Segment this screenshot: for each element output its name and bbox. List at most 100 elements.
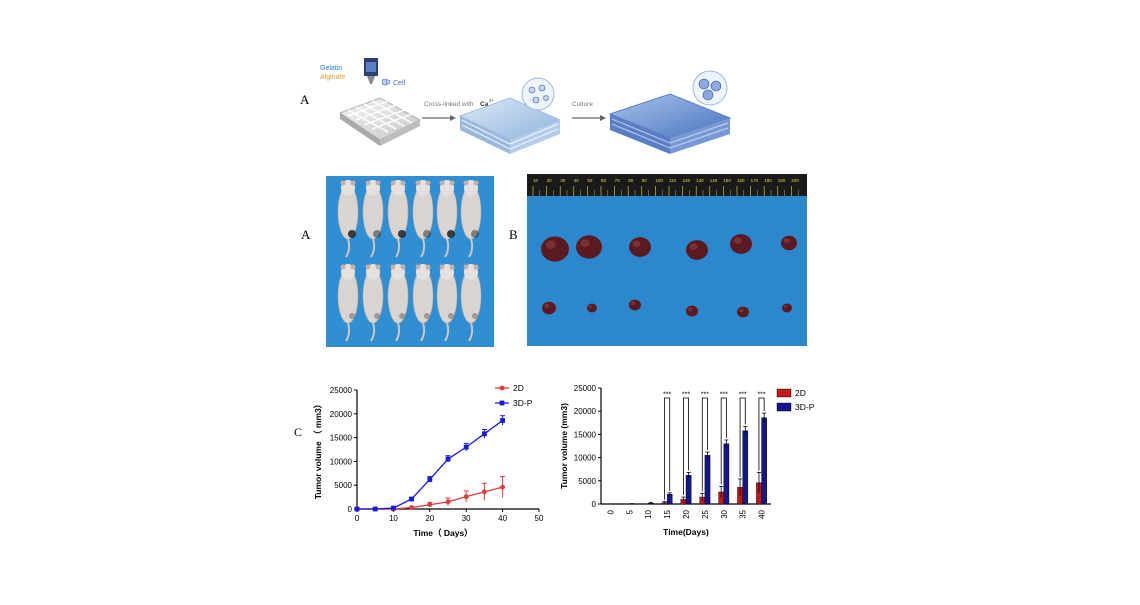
data-point (427, 502, 433, 508)
bar-3D-P (723, 443, 730, 505)
y-tick-label: 0 (592, 500, 597, 509)
mouse-icon (362, 264, 384, 342)
arrow-right-icon (422, 115, 456, 121)
legend-swatch (776, 388, 792, 398)
x-tick-label: 10 (644, 509, 653, 518)
y-axis-label: Tumor volume (mm3) (559, 403, 569, 489)
x-tick-label: 0 (355, 514, 360, 523)
tumor-icon (587, 303, 597, 313)
cell-cluster-zoom-circle-icon (692, 70, 728, 106)
ruler-tick-label: 110 (669, 178, 677, 183)
significance-label: *** (663, 392, 671, 399)
crosslink-label: Cross-linked with (424, 101, 474, 108)
data-point (409, 496, 414, 502)
crosslinked-scaffold (458, 97, 562, 154)
data-point (372, 506, 378, 512)
data-point (463, 444, 469, 450)
mouse-icon (337, 264, 359, 342)
significance-bracket (664, 397, 671, 500)
legend-swatch (776, 402, 792, 412)
tumor-icon (781, 235, 797, 251)
x-tick-label: 20 (425, 514, 434, 523)
mouse-icon (460, 180, 482, 258)
cell-icon (381, 78, 391, 86)
data-point (463, 494, 469, 500)
tumor-photo: 10 20 30 40 50 60 70 80 90 100 110 120 130 140 150 160 1… (527, 174, 807, 346)
tumor-icon (541, 236, 569, 262)
gelatin-label: Gelatin (320, 65, 342, 72)
legend-label: 2D (795, 388, 806, 398)
significance-bracket (720, 397, 727, 485)
significance-label: *** (701, 392, 709, 399)
x-tick-label: 30 (462, 514, 471, 523)
significance-label: *** (720, 392, 728, 399)
mouse-icon (436, 264, 458, 342)
ruler-tick-label: 40 (574, 178, 580, 183)
ruler-tick-label: 20 (547, 178, 553, 183)
ruler-tick-label: 30 (560, 178, 566, 183)
legend-label: 3D-P (795, 402, 815, 412)
x-axis-label: Time（ Days） (413, 528, 472, 538)
mice-photo (326, 176, 494, 347)
ca-label: Ca (480, 101, 489, 108)
mouse-icon (412, 180, 434, 258)
data-point (391, 505, 396, 511)
x-tick-label: 25 (701, 509, 710, 518)
y-tick-label: 10000 (330, 457, 353, 466)
data-point (500, 418, 505, 423)
mice-illustration (337, 180, 482, 342)
data-point (500, 484, 505, 490)
significance-label: *** (757, 392, 765, 399)
printer-nozzle-icon (364, 58, 378, 84)
y-tick-label: 25000 (574, 384, 597, 393)
ruler-tick-label: 80 (628, 178, 634, 183)
tumor-icon (730, 234, 752, 254)
y-tick-label: 10000 (574, 454, 597, 463)
x-tick-label: 50 (535, 514, 544, 523)
mouse-icon (387, 180, 409, 258)
ruler-tick-label: 130 (696, 178, 704, 183)
mouse-icon (337, 180, 359, 258)
mouse-icon (387, 264, 409, 342)
tumor-icon (686, 305, 698, 317)
panel-c-label: C (294, 425, 303, 439)
y-tick-label: 15000 (574, 430, 597, 439)
y-tick-label: 25000 (330, 386, 353, 395)
significance-label: *** (739, 392, 747, 399)
legend-marker (499, 400, 505, 406)
mouse-icon (460, 264, 482, 342)
culture-label: Culture (572, 101, 593, 108)
cell-zoom-circle-icon (521, 77, 555, 111)
photo-b-panel-label: B (509, 227, 518, 242)
ca-sup-label: 2+ (489, 98, 495, 103)
data-point (482, 431, 487, 437)
mouse-icon (362, 180, 384, 258)
x-tick-label: 20 (682, 509, 691, 518)
y-tick-label: 20000 (574, 407, 597, 416)
x-tick-label: 15 (663, 509, 672, 518)
ruler-tick-label: 200 (791, 178, 799, 183)
ruler-tick-label: 180 (764, 178, 772, 183)
x-tick-label: 10 (389, 514, 398, 523)
data-point (445, 499, 451, 505)
x-tick-label: 5 (625, 509, 634, 514)
significance-bracket (682, 397, 690, 496)
ruler-tick-label: 90 (642, 178, 648, 183)
ruler-tick-label: 120 (683, 178, 691, 183)
significance-label: *** (682, 392, 690, 399)
y-tick-label: 0 (348, 505, 353, 514)
x-tick-label: 40 (758, 509, 767, 518)
bar-3D-P (666, 494, 673, 505)
x-tick-label: 30 (720, 509, 729, 518)
y-axis-label: Tumor volume （ mm3） (313, 400, 323, 500)
tumor-icon (629, 299, 641, 311)
legend-label: 2D (513, 383, 524, 393)
data-point (427, 477, 433, 482)
ruler-tick-label: 170 (751, 178, 759, 183)
schematic-panel-label: A (300, 92, 310, 107)
data-point (445, 456, 451, 462)
bar-3D-P (685, 475, 692, 505)
series-line-3D-P (357, 419, 503, 510)
y-tick-label: 15000 (330, 434, 353, 443)
tumor-icon (576, 235, 602, 259)
